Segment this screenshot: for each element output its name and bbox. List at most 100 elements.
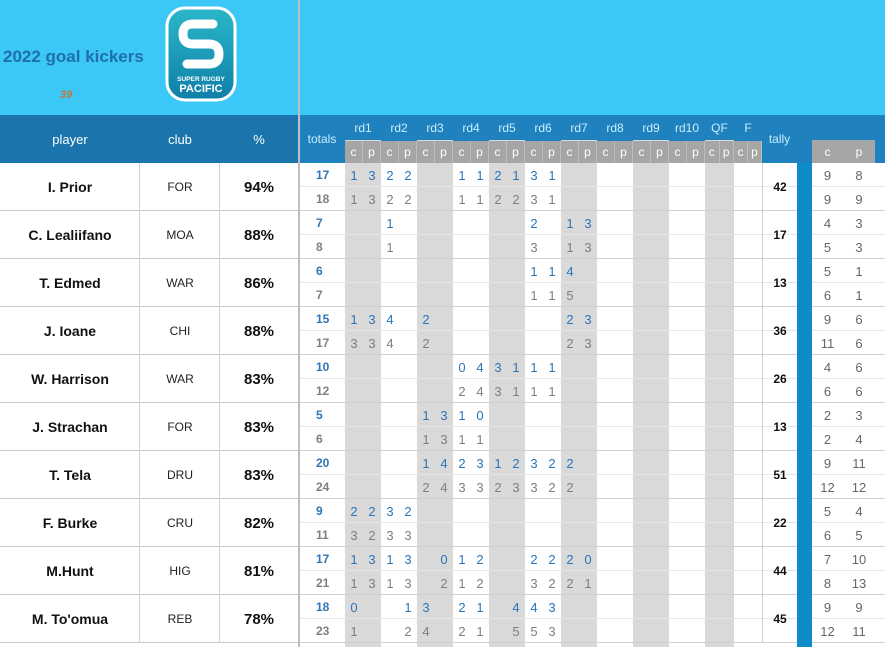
- made: 1: [512, 359, 520, 375]
- row-line: [0, 546, 298, 547]
- attempts: 3: [512, 479, 520, 495]
- logo: SUPER RUGBY PACIFIC: [165, 6, 237, 102]
- attempts: 2: [548, 479, 556, 495]
- made: 1: [458, 551, 466, 567]
- made: 0: [584, 551, 592, 567]
- p-count: 3: [855, 239, 863, 255]
- sub-header: p: [579, 141, 597, 163]
- made: 1: [530, 263, 538, 279]
- player-name: M.Hunt: [46, 563, 94, 579]
- c-count: 9: [823, 455, 832, 471]
- accent-strip: [797, 163, 812, 647]
- made: 2: [368, 503, 376, 519]
- cell-line: [139, 355, 140, 403]
- attempts: 2: [566, 335, 574, 351]
- tally: 26: [762, 355, 797, 403]
- round-label: rd10: [674, 121, 700, 135]
- c-count: 5: [823, 239, 832, 255]
- made: 0: [440, 551, 448, 567]
- sub-header: p: [543, 141, 561, 163]
- divider: [298, 0, 300, 647]
- c-count: 7: [823, 551, 832, 567]
- tally: 13: [762, 259, 797, 307]
- sub-header: c: [633, 141, 651, 163]
- made: 3: [584, 215, 592, 231]
- row-line: [300, 594, 797, 595]
- total: 18: [316, 192, 330, 206]
- sub-header: c: [669, 141, 687, 163]
- sub-header: c: [417, 141, 435, 163]
- sub-header: p: [363, 141, 381, 163]
- sub-header: c: [453, 141, 471, 163]
- total: 24: [316, 480, 330, 494]
- c-count: 12: [820, 479, 835, 495]
- attempts: 3: [584, 335, 592, 351]
- attempts: 2: [566, 479, 574, 495]
- row-line: [812, 378, 885, 379]
- club: FOR: [167, 420, 193, 434]
- club: WAR: [166, 276, 194, 290]
- made: 0: [350, 599, 358, 615]
- made: 1: [548, 167, 556, 183]
- attempts: 2: [404, 191, 412, 207]
- sub-header: c: [824, 144, 831, 159]
- made: 1: [386, 551, 394, 567]
- tally: 13: [762, 403, 797, 451]
- made: 1: [476, 599, 484, 615]
- total: 7: [316, 288, 323, 302]
- round-band: [705, 140, 734, 647]
- round-label: rd7: [570, 121, 588, 135]
- tally: 51: [762, 451, 797, 499]
- made: 1: [422, 455, 430, 471]
- total: 7: [316, 216, 323, 230]
- p-count: 11: [852, 455, 866, 471]
- made: 3: [584, 311, 592, 327]
- row-line: [0, 498, 298, 499]
- round-label: rd2: [390, 121, 408, 135]
- row-line: [812, 546, 885, 547]
- header-bar: [0, 115, 298, 163]
- row-line: [0, 594, 298, 595]
- attempts: 1: [386, 575, 394, 591]
- total: 6: [316, 264, 323, 278]
- logo-text: SUPER RUGBY: [177, 76, 225, 83]
- made: 1: [566, 215, 574, 231]
- c-count: 12: [820, 623, 835, 639]
- c-count: 6: [823, 383, 832, 399]
- percent: 81%: [243, 562, 275, 580]
- made: 1: [350, 551, 358, 567]
- row-line: [812, 594, 885, 595]
- sub-header: p: [651, 141, 669, 163]
- sub-header-bg: [812, 140, 875, 163]
- made: 2: [530, 551, 538, 567]
- cell-line: [219, 163, 220, 211]
- c-count: 2: [823, 431, 832, 447]
- attempts: 3: [368, 575, 376, 591]
- tally: 45: [762, 595, 797, 643]
- player-name: M. To'omua: [31, 611, 109, 627]
- attempts: 1: [350, 575, 358, 591]
- round-band: [417, 140, 453, 647]
- sub-header: c: [734, 141, 748, 163]
- header-cell: player: [52, 131, 88, 147]
- player-name: T. Tela: [49, 467, 91, 483]
- c-count: 5: [823, 503, 832, 519]
- attempts: 2: [422, 479, 430, 495]
- player-name: F. Burke: [42, 515, 98, 531]
- row-line: [812, 306, 885, 307]
- club: MOA: [166, 228, 194, 242]
- made: 2: [548, 551, 556, 567]
- c-count: 6: [823, 527, 832, 543]
- made: 1: [404, 599, 412, 615]
- p-count: 12: [851, 479, 867, 495]
- made: 2: [530, 215, 538, 231]
- sub-header: p: [687, 141, 705, 163]
- row-line: [300, 498, 797, 499]
- made: 2: [548, 455, 556, 471]
- made: 2: [458, 599, 466, 615]
- attempts: 1: [476, 623, 484, 639]
- attempts: 2: [404, 623, 412, 639]
- total: 5: [316, 408, 323, 422]
- attempts: 3: [350, 335, 358, 351]
- row-line: [812, 330, 885, 331]
